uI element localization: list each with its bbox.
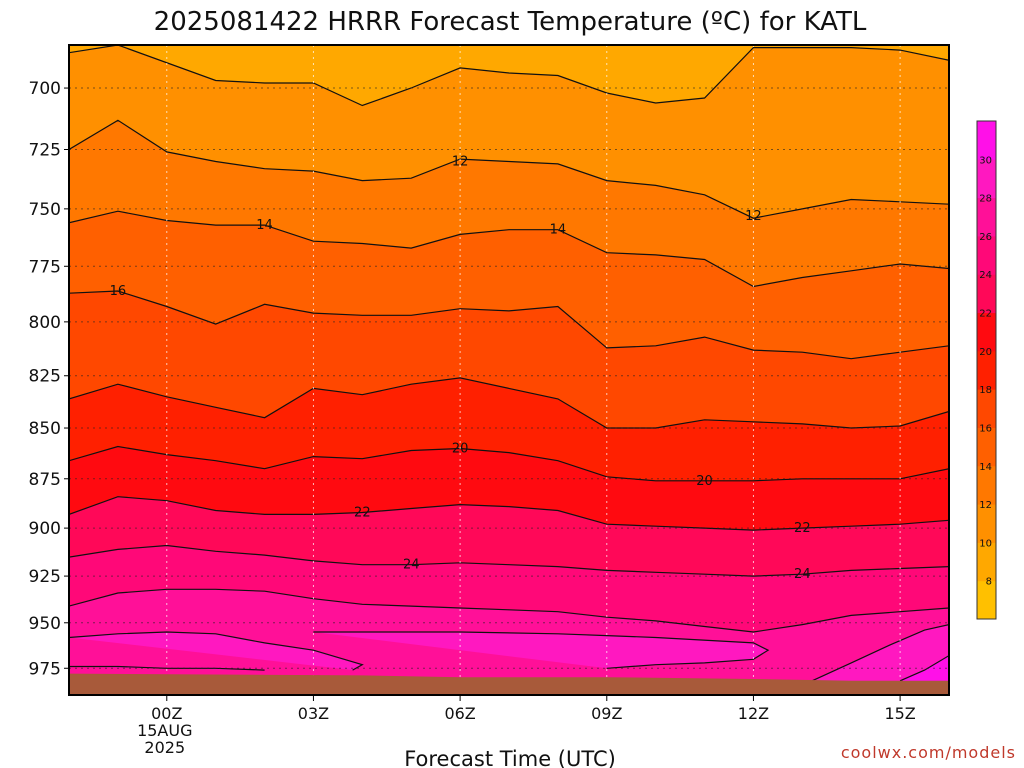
y-tick-label-825: 825 [29, 367, 61, 387]
y-tick-label-775: 775 [29, 257, 61, 277]
colorbar-label-8: 8 [986, 577, 992, 588]
isotherm-26-8 [69, 588, 949, 633]
y-axis-ticks: 700 725 750 775 800 825 850 875 900 925 950 975 [29, 79, 69, 679]
colorbar-label-12: 12 [979, 500, 992, 511]
colorbar-swatch-4 [977, 427, 996, 467]
y-tick-label-850: 850 [29, 419, 61, 439]
colorbar-label-20: 20 [979, 347, 992, 358]
contour-label-9: 24 [403, 558, 420, 573]
temperature-band-28-9 [69, 632, 363, 671]
colorbar-label-22: 22 [979, 309, 992, 320]
x-tick-sublabel-1: 2025 [144, 738, 185, 757]
contour-label-5: 20 [452, 442, 469, 457]
colorbar-label-10: 10 [979, 538, 992, 549]
y-tick-label-975: 975 [29, 659, 61, 679]
contour-label-10: 24 [794, 567, 811, 582]
colorbar-swatch-5 [977, 389, 996, 428]
colorbar-swatch-7 [977, 312, 996, 352]
y-tick-label-950: 950 [29, 614, 61, 634]
colorbar-label-30: 30 [979, 155, 992, 166]
y-tick-label-700: 700 [29, 79, 61, 99]
colorbar-label-18: 18 [979, 385, 992, 396]
plot-frame [68, 44, 950, 696]
x-tick-label-09Z: 09Z [591, 704, 622, 723]
contour-label-7: 22 [354, 505, 371, 520]
colorbar-label-14: 14 [979, 462, 992, 473]
contour-labels: 12 12 14 14 16 20 20 22 22 24 24 [110, 155, 811, 583]
colorbar-label-26: 26 [979, 232, 992, 243]
colorbar-swatch-11 [977, 159, 996, 199]
temperature-band-28-10 [313, 632, 769, 669]
isotherm-18-4 [69, 377, 949, 429]
isotherm-28-9 [69, 631, 364, 671]
colorbar-label-16: 16 [979, 423, 992, 434]
contour-label-3: 14 [550, 223, 567, 238]
colorbar-swatch-0 [977, 580, 996, 620]
x-tick-label-12Z: 12Z [738, 704, 769, 723]
x-axis-label: Forecast Time (UTC) [404, 747, 616, 768]
contour-label-0: 12 [452, 155, 469, 170]
x-tick-label-15Z: 15Z [884, 704, 915, 723]
x-tick-label-03Z: 03Z [298, 704, 329, 723]
chart-title: 2025081422 HRRR Forecast Temperature (ºC… [154, 7, 867, 37]
isotherm-14-2 [69, 210, 949, 288]
ground-surface [69, 673, 949, 695]
contour-label-4: 16 [110, 284, 127, 299]
colorbar-swatch-2 [977, 504, 996, 543]
colorbar-swatch-12 [977, 121, 996, 160]
isotherm-16-3 [69, 290, 949, 360]
colorbar-swatch-9 [977, 235, 996, 275]
contour-label-8: 22 [794, 521, 811, 536]
isotherm-24-7 [69, 544, 949, 577]
credit-text: coolwx.com/models [841, 743, 1016, 762]
x-tick-label-06Z: 06Z [444, 704, 475, 723]
plot-area [69, 45, 949, 695]
y-tick-label-900: 900 [29, 519, 61, 539]
colorbar-swatch-3 [977, 465, 996, 505]
colorbar-frame [976, 120, 997, 620]
y-tick-label-800: 800 [29, 313, 61, 333]
temperature-bands [69, 45, 949, 695]
colorbar-swatch-6 [977, 350, 996, 390]
isotherm-10-0 [69, 45, 949, 107]
colorbar-swatch-10 [977, 197, 996, 237]
colorbar-label-24: 24 [979, 270, 992, 281]
colorbar-swatch-8 [977, 274, 996, 314]
colorbar-swatch-1 [977, 542, 996, 582]
x-tick-label-00Z: 00Z [151, 704, 182, 723]
y-tick-label-875: 875 [29, 470, 61, 490]
contour-label-1: 12 [745, 209, 762, 224]
contour-label-6: 20 [696, 474, 713, 489]
y-tick-label-925: 925 [29, 567, 61, 587]
x-tick-sublabel-0: 15AUG [137, 721, 192, 740]
contour-label-2: 14 [256, 218, 273, 233]
isotherm-28-12 [811, 624, 949, 682]
isotherm-30-13 [899, 655, 949, 682]
colorbar-label-28: 28 [979, 194, 992, 205]
isotherm-28-10 [313, 631, 770, 669]
y-tick-label-725: 725 [29, 140, 61, 160]
y-tick-label-750: 750 [29, 200, 61, 220]
colorbar: 8 10 12 14 16 18 20 22 24 26 28 30 [976, 120, 997, 620]
grid-lines [69, 45, 949, 695]
